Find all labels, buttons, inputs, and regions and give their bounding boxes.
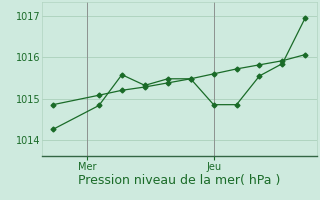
X-axis label: Pression niveau de la mer( hPa ): Pression niveau de la mer( hPa ) <box>78 174 280 187</box>
